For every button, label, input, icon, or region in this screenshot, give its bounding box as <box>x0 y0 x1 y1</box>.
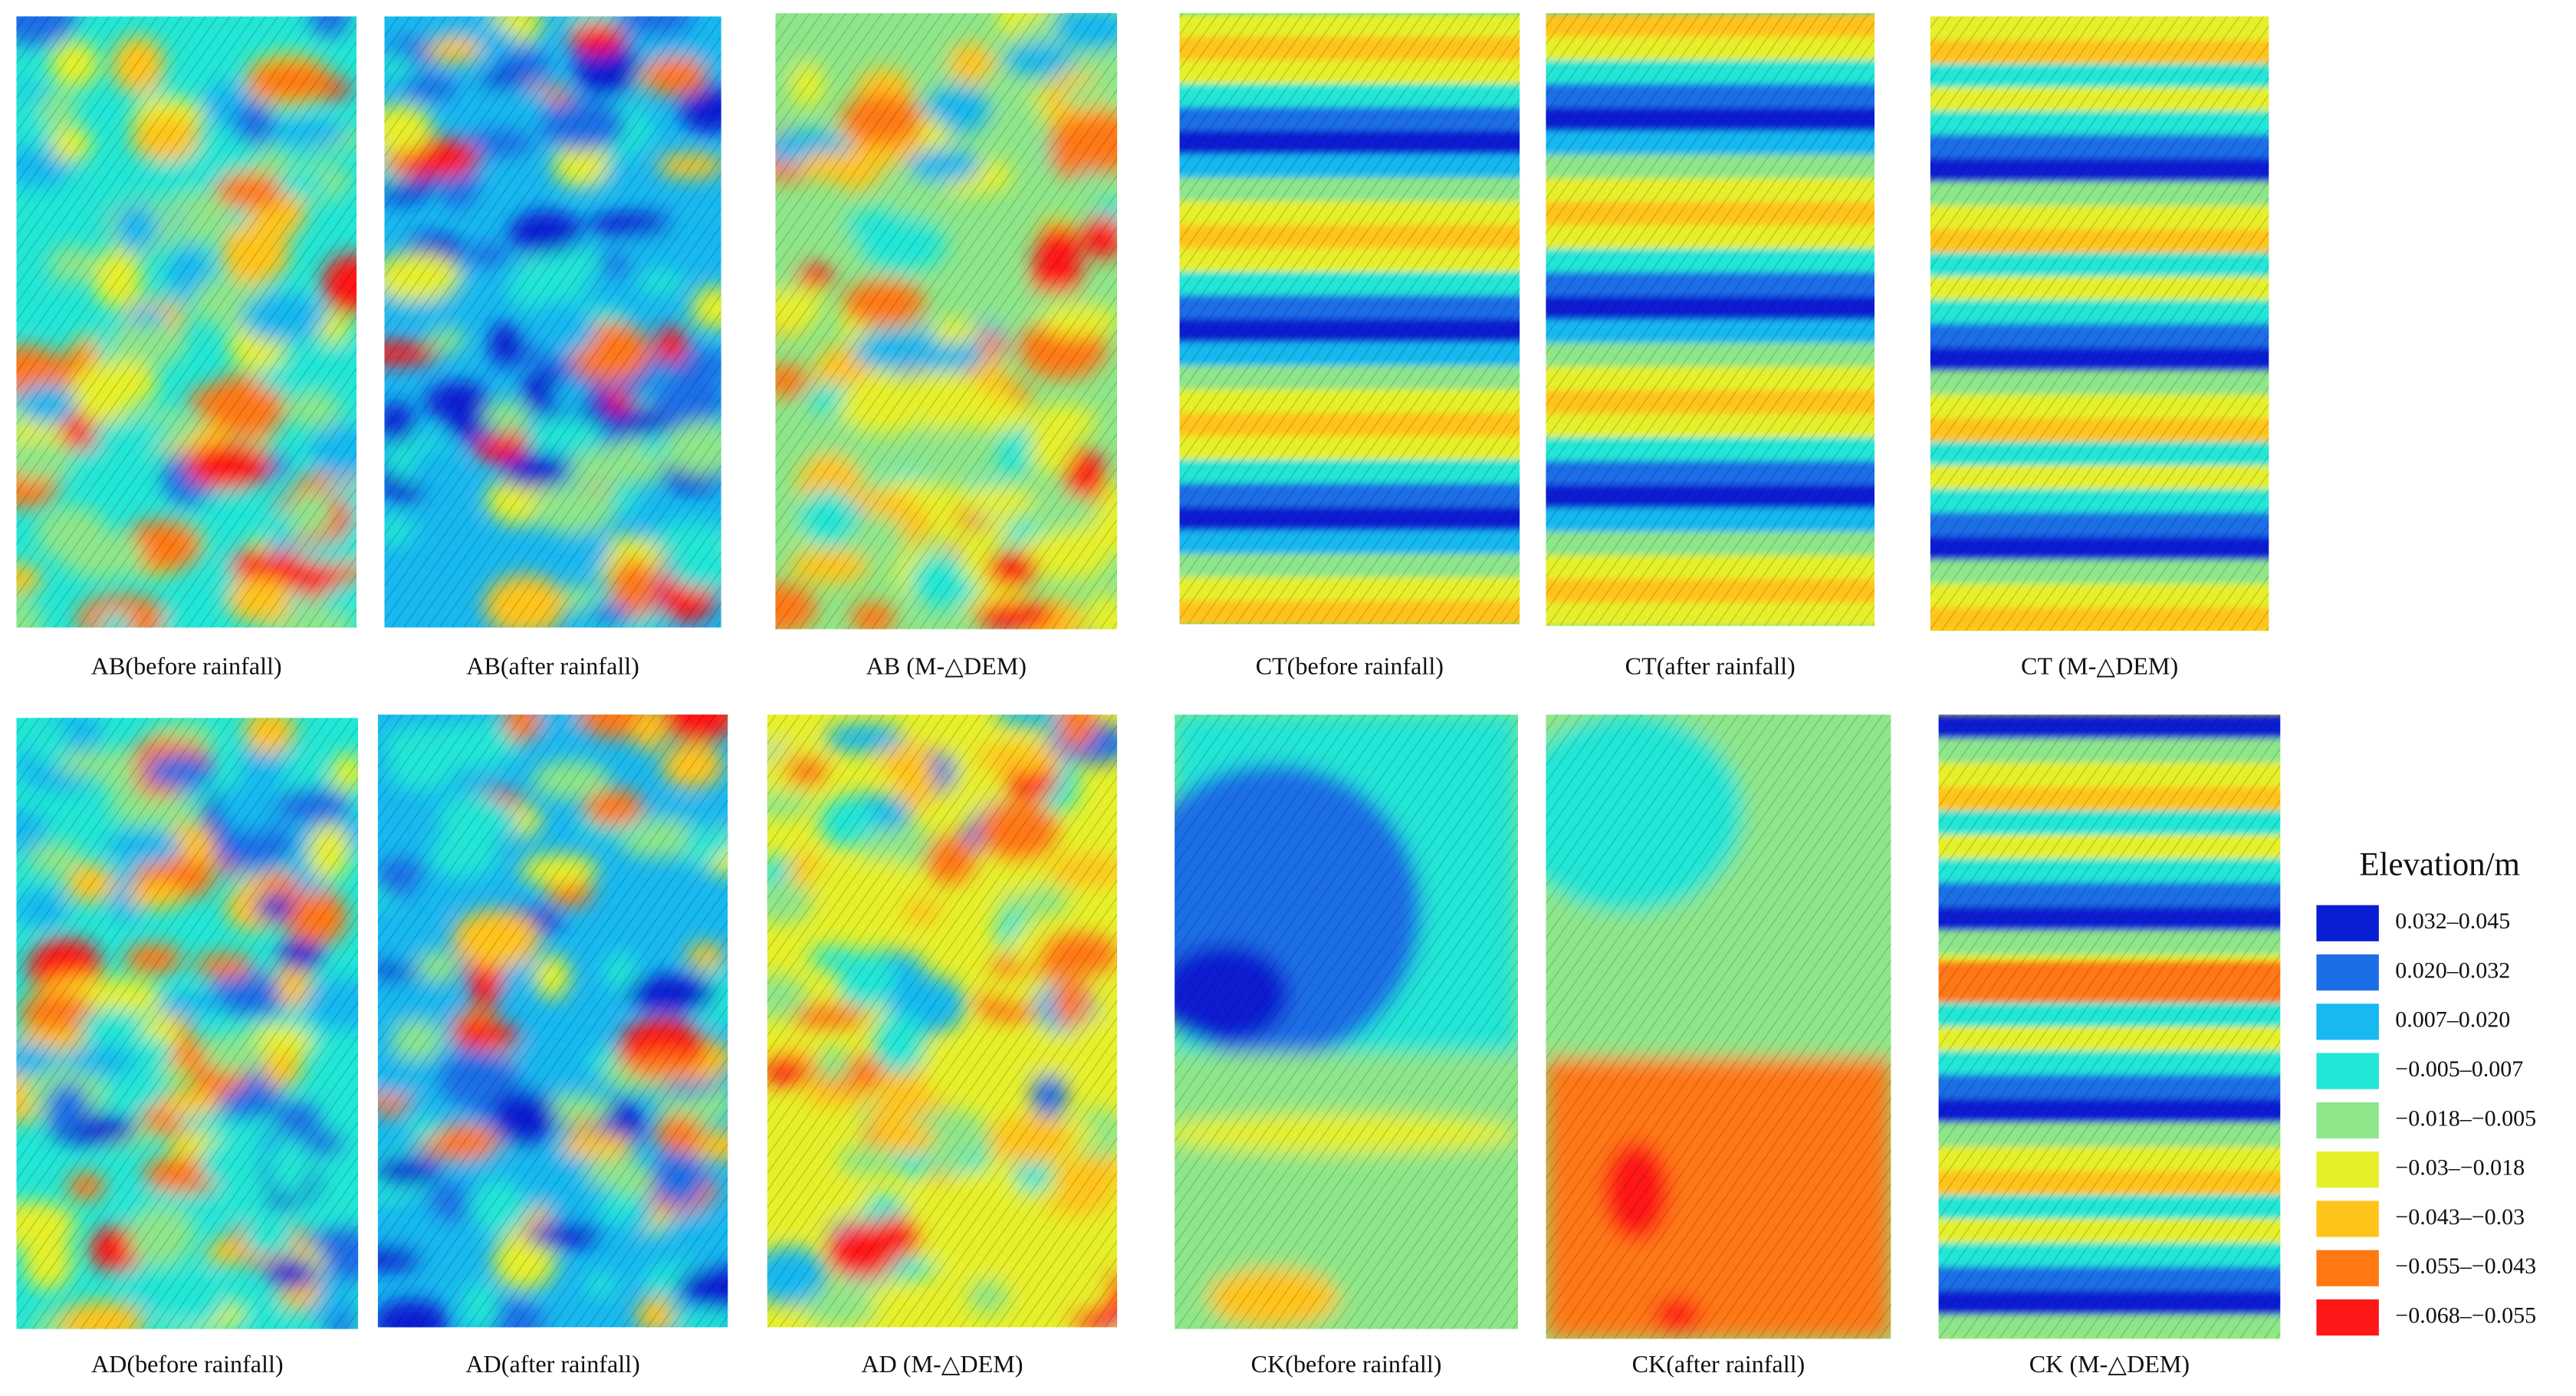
legend-swatch <box>2316 1299 2379 1336</box>
hatch <box>377 714 728 1328</box>
panel-caption: CK (M-△DEM) <box>2029 1350 2190 1378</box>
dem-panel <box>1175 714 1518 1329</box>
dem-panel <box>16 16 356 628</box>
hatch <box>16 718 359 1329</box>
legend-label: −0.03–−0.018 <box>2395 1155 2525 1181</box>
panel-caption: CT(after rainfall) <box>1625 652 1796 680</box>
hatch <box>1546 714 1891 1339</box>
dem-panel <box>384 16 721 628</box>
dem-panel <box>377 714 728 1328</box>
legend-label: −0.005–0.007 <box>2395 1056 2523 1082</box>
legend-swatch <box>2316 1102 2379 1138</box>
dem-panel <box>1938 714 2281 1339</box>
legend-label: −0.068–−0.055 <box>2395 1302 2536 1328</box>
legend-swatch <box>2316 1053 2379 1089</box>
hatch <box>384 16 721 628</box>
legend-label: 0.007–0.020 <box>2395 1007 2510 1033</box>
hatch <box>775 13 1118 629</box>
panel-caption: CT(before rainfall) <box>1256 652 1444 680</box>
legend-swatch <box>2316 1201 2379 1237</box>
legend-label: 0.020–0.032 <box>2395 957 2510 983</box>
panel-caption: CK(after rainfall) <box>1632 1350 1806 1378</box>
legend-swatch <box>2316 954 2379 991</box>
dem-panel <box>767 714 1118 1328</box>
panel-caption: AB(after rainfall) <box>466 652 639 680</box>
panel-caption: CK(before rainfall) <box>1251 1350 1442 1378</box>
hatch <box>1175 714 1518 1329</box>
dem-panel <box>1930 16 2269 631</box>
hatch <box>1546 13 1875 626</box>
panel-caption: AD (M-△DEM) <box>861 1350 1023 1378</box>
legend-swatch <box>2316 1250 2379 1286</box>
panel-caption: CT (M-△DEM) <box>2021 652 2178 680</box>
legend-label: 0.032–0.045 <box>2395 908 2510 934</box>
legend-title: Elevation/m <box>2359 846 2519 882</box>
legend-label: −0.043–−0.03 <box>2395 1204 2525 1230</box>
hatch <box>1938 714 2281 1339</box>
legend-label: −0.018–−0.005 <box>2395 1105 2536 1131</box>
hatch <box>1179 13 1520 625</box>
legend-swatch <box>2316 905 2379 941</box>
dem-panel <box>1546 714 1891 1339</box>
dem-panel <box>775 13 1118 629</box>
dem-panel <box>16 718 359 1329</box>
dem-panel <box>1546 13 1875 626</box>
panel-caption: AD(before rainfall) <box>91 1350 284 1378</box>
legend-label: −0.055–−0.043 <box>2395 1253 2536 1279</box>
legend-swatch <box>2316 1151 2379 1188</box>
legend-swatch <box>2316 1003 2379 1040</box>
panel-caption: AD(after rainfall) <box>465 1350 639 1378</box>
dem-panel <box>1179 13 1520 625</box>
panel-caption: AB (M-△DEM) <box>866 652 1027 680</box>
panel-caption: AB(before rainfall) <box>91 652 282 680</box>
hatch <box>1930 16 2269 631</box>
hatch <box>16 16 356 628</box>
hatch <box>767 714 1118 1328</box>
